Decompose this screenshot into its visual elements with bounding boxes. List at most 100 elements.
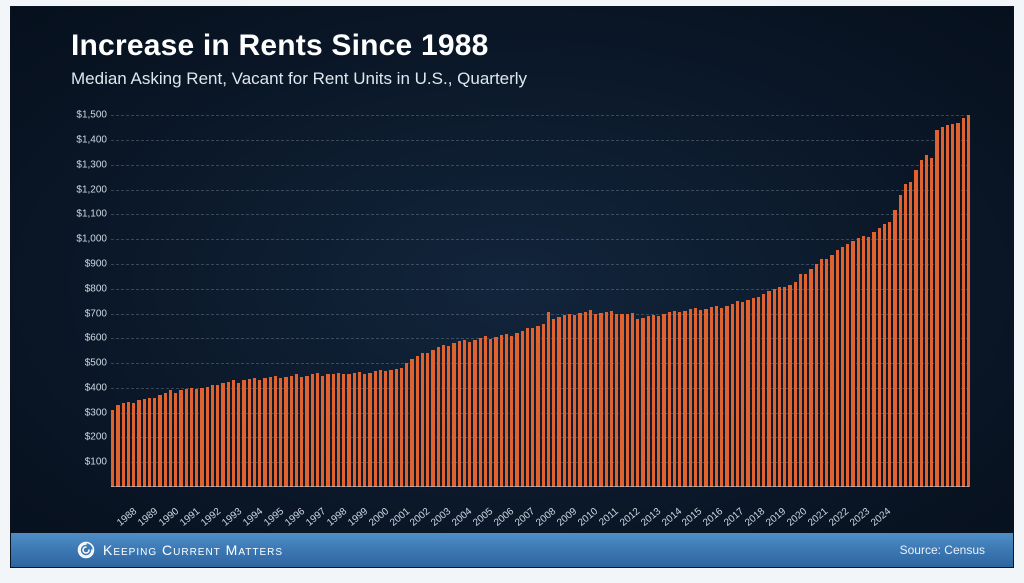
x-tick-label: 1989 — [136, 506, 160, 529]
bar — [573, 315, 576, 487]
bar — [746, 300, 749, 487]
bar — [374, 371, 377, 487]
bar — [379, 370, 382, 487]
y-tick-label: $600 — [85, 333, 107, 344]
x-tick-label: 1991 — [178, 506, 202, 529]
bar — [242, 380, 245, 487]
y-axis-labels: $100$200$300$400$500$600$700$800$900$1,0… — [55, 103, 107, 487]
bar — [311, 374, 314, 487]
bar — [337, 373, 340, 487]
bar — [620, 314, 623, 487]
bar — [568, 314, 571, 487]
bar — [195, 389, 198, 487]
bar — [715, 306, 718, 487]
bar — [153, 398, 156, 487]
bar — [783, 287, 786, 487]
bar — [274, 376, 277, 487]
chart-title: Increase in Rents Since 1988 — [71, 29, 1013, 63]
bar — [358, 372, 361, 487]
y-tick-label: $200 — [85, 432, 107, 443]
bar — [788, 285, 791, 487]
bar — [421, 353, 424, 487]
bar — [909, 182, 912, 487]
bar — [657, 316, 660, 487]
bar — [662, 314, 665, 487]
bar — [132, 403, 135, 487]
bar — [494, 337, 497, 487]
bar — [904, 184, 907, 487]
bar — [767, 291, 770, 487]
bar — [925, 155, 928, 487]
bar — [510, 336, 513, 487]
bar — [725, 306, 728, 487]
y-tick-label: $1,400 — [76, 135, 107, 146]
bar — [216, 385, 219, 487]
bar — [820, 259, 823, 487]
x-tick-label: 2014 — [660, 506, 684, 529]
x-tick-label: 2012 — [618, 506, 642, 529]
bar — [710, 307, 713, 487]
x-tick-label: 2015 — [681, 506, 705, 529]
bar — [736, 301, 739, 487]
bar — [778, 287, 781, 487]
bar — [731, 304, 734, 487]
bar — [631, 313, 634, 487]
bar — [930, 158, 933, 487]
bar — [962, 118, 965, 487]
bar — [536, 326, 539, 487]
x-tick-label: 1993 — [220, 506, 244, 529]
x-tick-label: 2000 — [367, 506, 391, 529]
bar — [321, 376, 324, 487]
bar — [347, 374, 350, 487]
title-area: Increase in Rents Since 1988 Median Aski… — [11, 7, 1013, 89]
bar — [258, 380, 261, 487]
plot-region — [111, 103, 969, 487]
x-tick-label: 2009 — [555, 506, 579, 529]
bar — [431, 350, 434, 487]
bar — [694, 308, 697, 487]
bar — [248, 379, 251, 487]
bar — [752, 298, 755, 487]
bar — [584, 312, 587, 487]
bar — [179, 390, 182, 487]
page: Increase in Rents Since 1988 Median Aski… — [0, 0, 1024, 583]
bar — [825, 259, 828, 487]
x-tick-label: 2010 — [576, 506, 600, 529]
bar — [484, 336, 487, 487]
x-tick-label: 2017 — [722, 506, 746, 529]
x-tick-label: 2019 — [764, 506, 788, 529]
bar — [563, 315, 566, 487]
bar — [589, 310, 592, 487]
bar — [626, 314, 629, 487]
y-tick-label: $1,000 — [76, 234, 107, 245]
bar — [316, 373, 319, 487]
bar — [353, 373, 356, 487]
bar — [867, 237, 870, 487]
bar — [851, 241, 854, 487]
bar — [552, 319, 555, 487]
bar — [615, 314, 618, 487]
bar — [599, 313, 602, 487]
x-tick-label: 1998 — [325, 506, 349, 529]
bar — [468, 342, 471, 487]
bar — [967, 115, 970, 487]
y-tick-label: $1,200 — [76, 184, 107, 195]
bar — [531, 328, 534, 487]
bar — [479, 338, 482, 487]
bar — [935, 130, 938, 487]
brand-swirl-icon — [77, 541, 95, 559]
bar — [405, 363, 408, 487]
bar — [206, 387, 209, 487]
x-tick-label: 1996 — [283, 506, 307, 529]
bar — [878, 228, 881, 487]
bar — [647, 316, 650, 487]
x-tick-label: 1999 — [346, 506, 370, 529]
bar — [652, 315, 655, 487]
bar — [295, 374, 298, 487]
bar — [941, 127, 944, 487]
bar — [326, 374, 329, 487]
bar — [804, 274, 807, 487]
bar — [762, 294, 765, 487]
chart-area: $100$200$300$400$500$600$700$800$900$1,0… — [111, 103, 969, 487]
bar — [400, 368, 403, 487]
